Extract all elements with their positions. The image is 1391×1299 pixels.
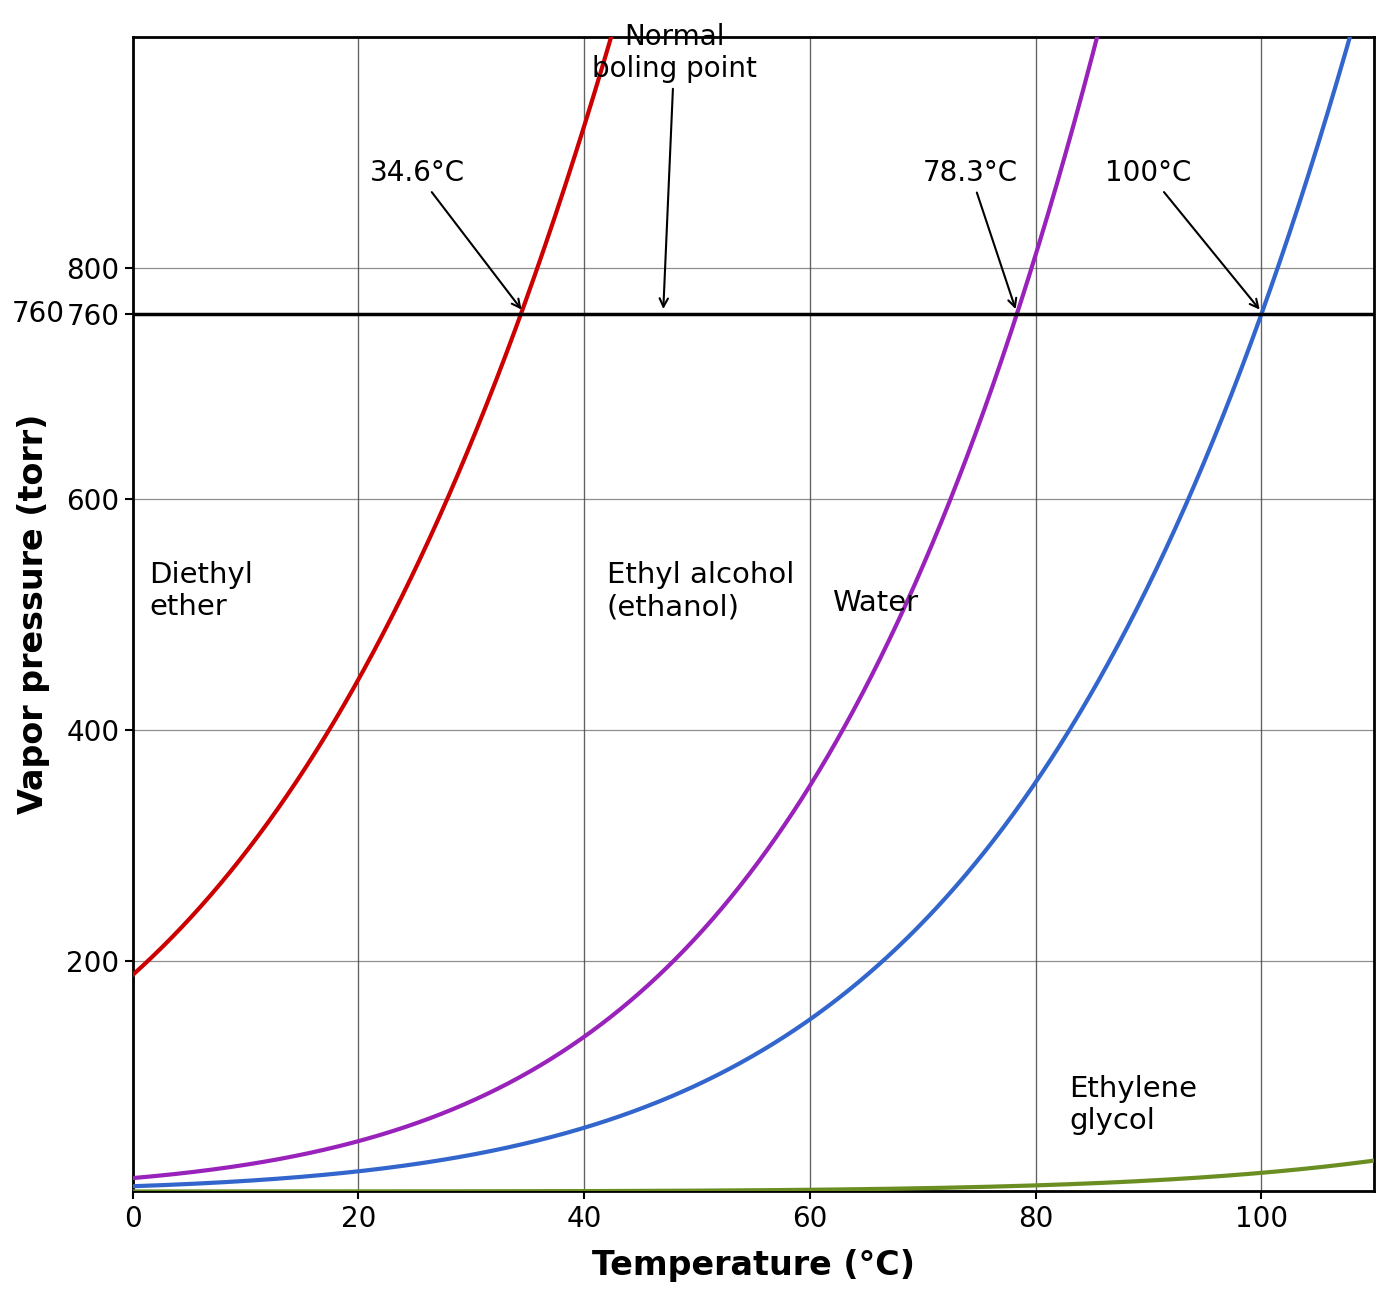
Text: 760: 760 xyxy=(13,300,65,329)
X-axis label: Temperature (°C): Temperature (°C) xyxy=(593,1250,915,1282)
Y-axis label: Vapor pressure (torr): Vapor pressure (torr) xyxy=(17,414,50,814)
Text: 34.6°C: 34.6°C xyxy=(370,160,520,308)
Text: Normal
boling point: Normal boling point xyxy=(593,23,757,307)
Text: 100°C: 100°C xyxy=(1106,160,1259,308)
Text: Ethyl alcohol
(ethanol): Ethyl alcohol (ethanol) xyxy=(606,561,794,621)
Text: Ethylene
glycol: Ethylene glycol xyxy=(1070,1074,1198,1135)
Text: Water: Water xyxy=(832,588,918,617)
Text: Diethyl
ether: Diethyl ether xyxy=(150,561,253,621)
Text: 78.3°C: 78.3°C xyxy=(922,160,1018,307)
